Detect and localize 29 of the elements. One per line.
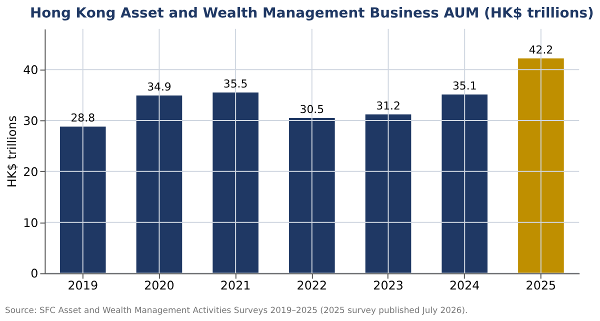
data-label: 42.2 xyxy=(528,43,554,56)
x-tick-label: 2023 xyxy=(373,278,404,293)
x-tick-label: 2021 xyxy=(220,278,251,293)
x-tick-label: 2020 xyxy=(144,278,174,293)
y-tick-label: 20 xyxy=(23,164,38,179)
data-label: 35.5 xyxy=(223,78,248,91)
source-note: Source: SFC Asset and Wealth Management Activities Surveys 2019–2025 (2025 survey published July 2026). xyxy=(4,304,468,315)
x-tick-label: 2025 xyxy=(526,278,556,293)
bar xyxy=(365,114,412,274)
data-label: 31.2 xyxy=(376,99,400,112)
bar xyxy=(212,92,258,274)
bar xyxy=(60,126,106,274)
data-label: 34.9 xyxy=(147,80,172,94)
y-tick-label: 40 xyxy=(23,63,38,78)
bar xyxy=(289,118,335,274)
bar xyxy=(442,94,488,274)
bar xyxy=(136,96,182,274)
y-tick-label: 30 xyxy=(23,114,38,128)
data-label: 28.8 xyxy=(70,112,96,125)
bar xyxy=(518,58,564,274)
data-label: 30.5 xyxy=(300,102,324,116)
x-tick-label: 2019 xyxy=(68,278,98,293)
y-axis-title: HK$ trillions xyxy=(5,116,20,188)
chart-title: Hong Kong Asset and Wealth Management Business AUM (HK$ trillions) xyxy=(30,5,594,22)
y-tick-label: 10 xyxy=(23,216,38,230)
data-label: 35.1 xyxy=(452,80,477,93)
x-tick-label: 2022 xyxy=(296,278,328,293)
x-tick-label: 2024 xyxy=(449,278,480,293)
y-tick-label: 0 xyxy=(30,266,38,281)
